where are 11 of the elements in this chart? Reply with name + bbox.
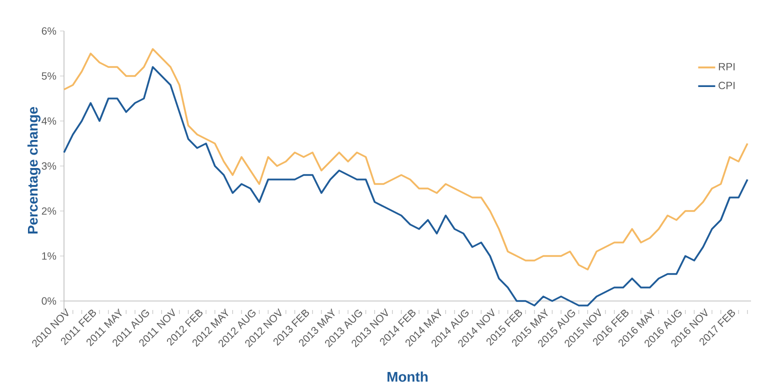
y-tick-label: 0%	[42, 297, 56, 305]
y-axis-title: Percentage change	[27, 107, 41, 234]
y-tick-label: 5%	[42, 72, 56, 80]
y-tick-label: 2%	[42, 207, 56, 215]
y-tick-label: 6%	[42, 27, 56, 35]
legend-label: CPI	[718, 82, 735, 90]
y-tick-label: 4%	[42, 117, 56, 125]
x-axis-title: Month	[388, 372, 428, 382]
y-tick-label: 1%	[42, 252, 56, 260]
y-tick-label: 3%	[42, 162, 56, 170]
legend-label: RPI	[718, 63, 735, 70]
